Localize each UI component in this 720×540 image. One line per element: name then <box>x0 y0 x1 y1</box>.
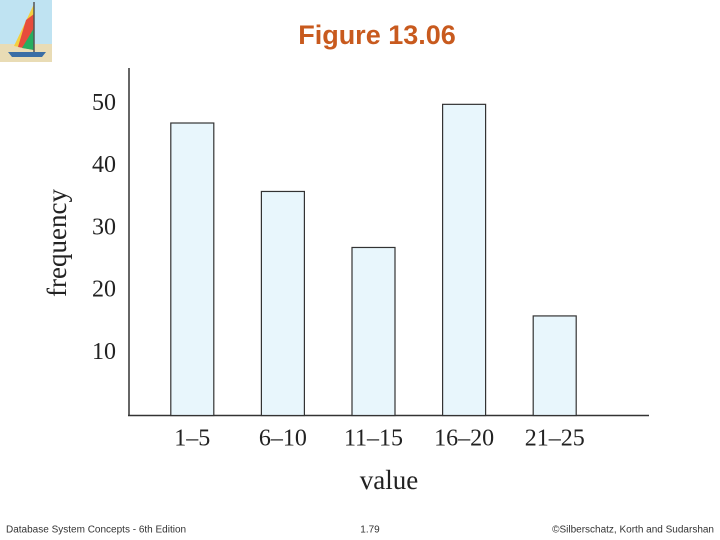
bar <box>170 122 215 417</box>
chart-title: Figure 13.06 <box>298 20 456 50</box>
y-axis-label: frequency <box>42 189 72 297</box>
y-tick-label: 30 <box>92 214 116 240</box>
x-tick-label: 6–10 <box>259 426 307 452</box>
bar <box>532 315 577 417</box>
footer-right: ©Silberschatz, Korth and Sudarshan <box>552 525 714 536</box>
bar <box>260 190 305 417</box>
y-tick-label: 50 <box>92 90 116 116</box>
y-tick-label: 20 <box>92 277 116 303</box>
bar <box>442 103 487 417</box>
x-tick-label: 1–5 <box>174 426 210 452</box>
x-tick-label: 16–20 <box>434 426 494 452</box>
logo <box>0 0 52 62</box>
footer-center: 1.79 <box>360 525 380 536</box>
bar <box>351 246 396 417</box>
x-tick-label: 21–25 <box>525 426 585 452</box>
y-tick-label: 10 <box>92 339 116 365</box>
y-tick-label: 40 <box>92 152 116 178</box>
footer-left: Database System Concepts - 6th Edition <box>6 525 186 536</box>
x-tick-label: 11–15 <box>344 426 403 452</box>
x-axis-label: value <box>360 465 418 495</box>
